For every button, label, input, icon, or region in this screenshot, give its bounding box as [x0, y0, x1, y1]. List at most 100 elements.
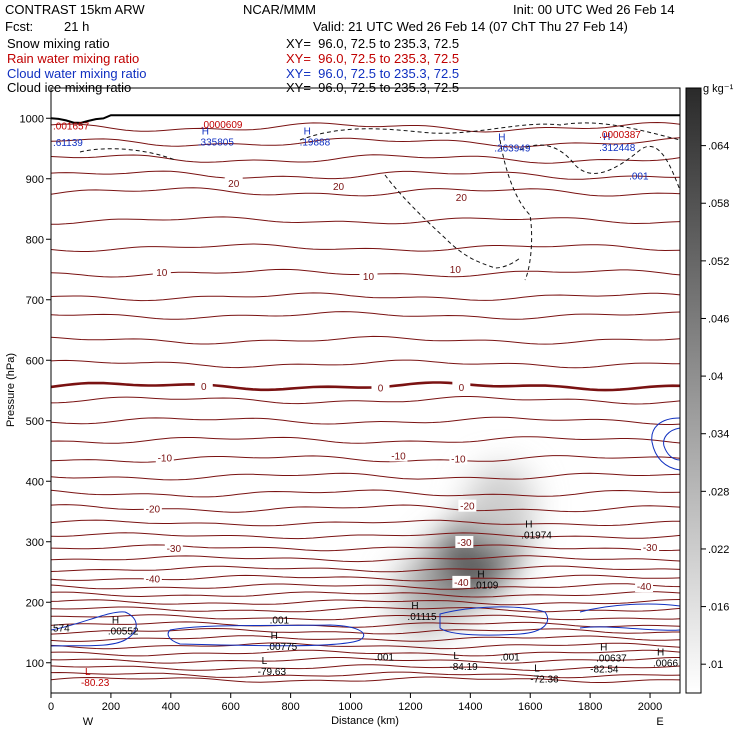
colorbar-tick-label: .034: [708, 429, 729, 441]
x-axis-title: Distance (km): [331, 715, 399, 727]
extremum-letter: H: [603, 132, 610, 143]
x-tick-label: 1600: [518, 701, 542, 713]
cloud-water-contour: [663, 427, 680, 461]
extremum-value: -79.63: [258, 667, 287, 678]
y-tick-label: 800: [26, 234, 44, 246]
isotherm-contour: [51, 170, 680, 180]
y-tick-label: 1000: [20, 113, 44, 125]
isotherm-label: -20: [460, 502, 475, 513]
colorbar-tick-label: .01: [708, 659, 723, 671]
colorbar-tick-label: .058: [708, 198, 729, 210]
isotherm-contour: [51, 519, 680, 527]
terrain-line: [50, 114, 680, 124]
extremum-letter: H: [525, 519, 532, 530]
isotherm-contour: [51, 436, 680, 444]
isotherm-contour: [51, 292, 680, 302]
model-title: CONTRAST 15km ARW: [5, 2, 145, 17]
extremum-letter: H: [271, 631, 278, 642]
extremum-value: .0066: [653, 659, 678, 670]
isotherm-label-bg: [641, 540, 660, 553]
init-time: Init: 00 UTC Wed 26 Feb 14: [513, 2, 675, 17]
y-tick-label: 500: [26, 416, 44, 428]
forecast-label: Fcst:: [5, 19, 34, 34]
extremum-value: .01974: [521, 530, 552, 541]
isotherm-contour: [51, 455, 680, 463]
y-tick-label: 600: [26, 355, 44, 367]
isotherm-contour: [51, 606, 680, 613]
isotherm-label-bg: [359, 269, 378, 282]
cloud-water-contour: [439, 606, 549, 636]
west-label: W: [83, 716, 94, 728]
isotherm-label: -30: [643, 543, 658, 554]
isotherm-contour: [51, 121, 680, 133]
extremum-letter: H: [498, 133, 505, 144]
isotherm-contour: [51, 472, 680, 481]
field-snow-xy: XY= 96.0, 72.5 to 235.3, 72.5: [286, 36, 460, 51]
colorbar: [685, 87, 702, 694]
extremum-letter: L: [534, 663, 540, 674]
isotherm-label-bg: [224, 177, 243, 190]
isotherm-label-bg: [635, 580, 654, 593]
extremum-letter: H: [477, 569, 484, 580]
isotherm-contour: [51, 216, 680, 225]
x-tick-label: 1000: [338, 701, 362, 713]
snow-shading-cell: [466, 465, 535, 546]
cloud-ice-contours: [79, 122, 680, 281]
isotherm-label-bg: [194, 379, 213, 392]
contour-value-label: .001: [629, 171, 649, 182]
isotherm-label-bg: [371, 381, 390, 394]
field-rain-name: Rain water mixing ratio: [7, 51, 140, 66]
extremum-letter: H: [304, 127, 311, 138]
cloud-ice-contour: [384, 174, 521, 269]
isotherm-label-bg: [446, 263, 465, 276]
colorbar-tick-label: .046: [708, 313, 729, 325]
y-tick-label: 900: [26, 174, 44, 186]
isotherm-contour: [51, 335, 680, 345]
isotherm-contour: [51, 642, 680, 650]
extremum-letter: L: [453, 651, 459, 662]
isotherm-contour: [51, 489, 680, 498]
field-snow-name: Snow mixing ratio: [7, 36, 110, 51]
cloud-ice-contour: [499, 139, 533, 281]
extremum-value: -72.36: [530, 674, 559, 685]
extremum-letter: L: [85, 667, 91, 678]
extremum-value: .0000609: [201, 120, 243, 131]
isotherm-label-bg: [452, 381, 471, 394]
extremum-value: .00775: [267, 642, 298, 653]
colorbar-unit: g kg⁻¹: [703, 83, 734, 95]
isotherm-label-bg: [164, 542, 183, 555]
extremum-value: .001657: [53, 121, 90, 132]
y-tick-label: 300: [26, 537, 44, 549]
isotherm-label-bg: [455, 535, 474, 548]
plot-frame: [50, 87, 681, 694]
freezing-level-contour: [51, 381, 680, 392]
isotherm-label: 20: [228, 179, 240, 190]
extremum-value: .0000387: [599, 130, 641, 141]
y-tick-label: 100: [26, 658, 44, 670]
field-cloudwater-name: Cloud water mixing ratio: [7, 66, 147, 81]
cloud-ice-contour: [299, 122, 680, 141]
isotherm-contour: [51, 416, 680, 425]
isotherm-label: 10: [156, 268, 168, 279]
isotherm-label: -30: [457, 538, 472, 549]
extremum-value: .01115: [407, 612, 437, 623]
isotherm-label-bg: [143, 502, 162, 515]
isotherm-label: -30: [167, 544, 182, 555]
contour-value-label: .001: [500, 652, 520, 663]
extremum-value: .61139: [53, 138, 83, 149]
isotherm-contour: [51, 154, 680, 164]
isotherm-label-bg: [449, 452, 468, 465]
colorbar-tick-label: .064: [708, 141, 729, 153]
east-label: E: [656, 716, 663, 728]
isotherm-contour: [51, 649, 680, 657]
isotherm-contour: [51, 664, 680, 672]
colorbar-tick-label: .04: [708, 371, 723, 383]
extremum-value: .00637: [596, 654, 627, 665]
isotherm-contour: [51, 671, 680, 679]
isotherm-label: 0: [201, 382, 207, 393]
isotherm-contour: [51, 532, 680, 540]
isotherm-label: -40: [146, 574, 161, 585]
org-name: NCAR/MMM: [243, 2, 316, 17]
extremum-letter: H: [411, 601, 418, 612]
isotherm-contour: [51, 591, 680, 598]
